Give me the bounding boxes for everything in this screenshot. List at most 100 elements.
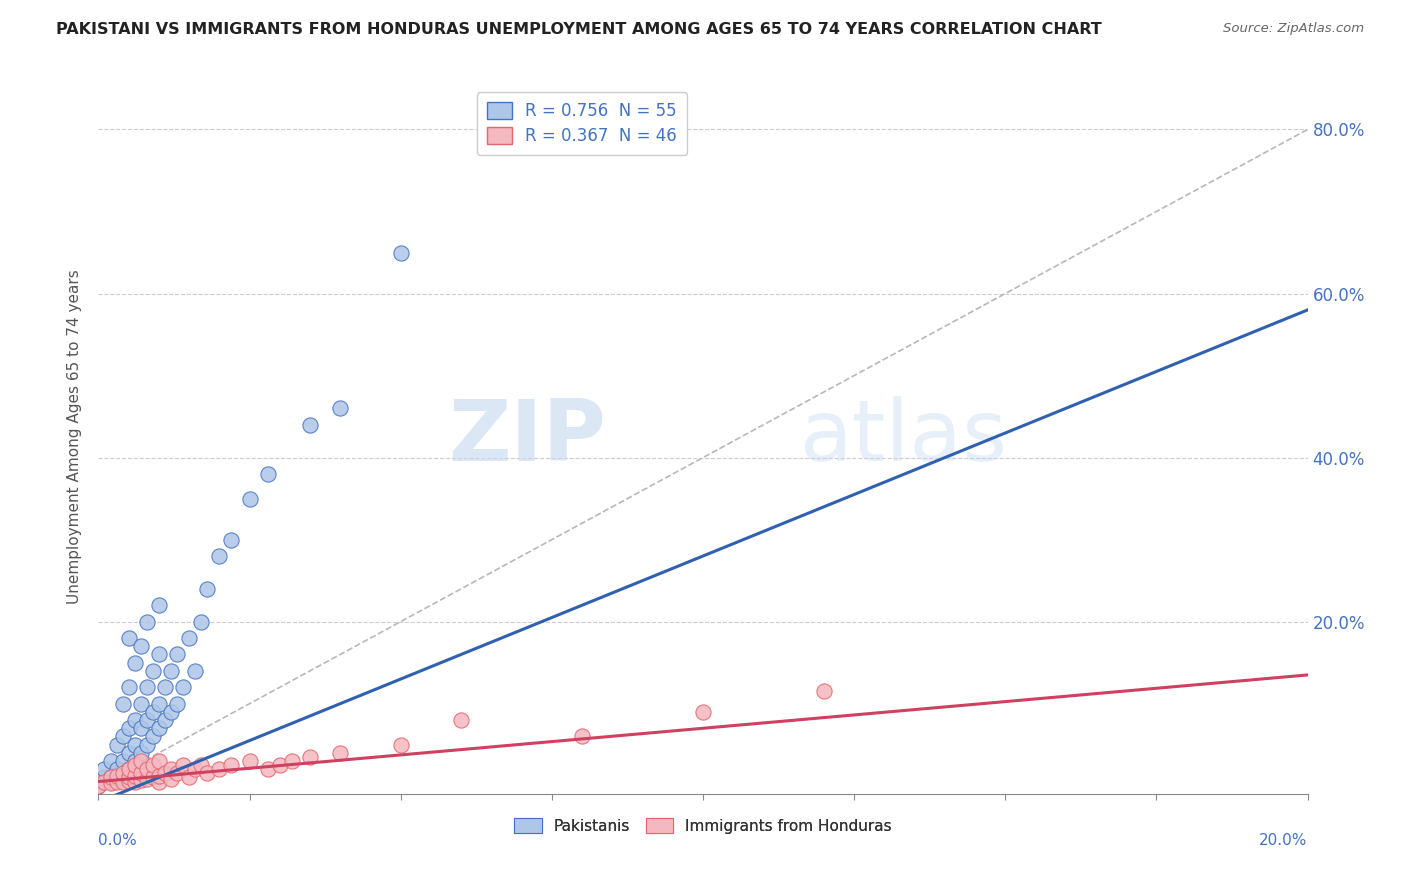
Point [111,697,134,711]
Point [195,766,218,780]
Point [100,754,122,768]
Point [450,713,472,727]
Point [148,648,170,662]
Point [142,771,165,785]
Text: ZIP: ZIP [449,395,606,479]
Text: 20.0%: 20.0% [1260,833,1308,848]
Point [389,738,412,752]
Point [93,762,115,776]
Point [142,664,165,678]
Point [118,762,141,776]
Point [111,730,134,744]
Point [111,775,134,789]
Point [129,697,152,711]
Point [160,705,183,719]
Point [389,245,412,260]
Point [135,680,157,694]
Point [135,713,157,727]
Text: 0.0%: 0.0% [98,833,138,848]
Point [124,738,146,752]
Point [813,684,835,698]
Point [129,772,152,787]
Point [124,769,146,783]
Point [118,746,141,760]
Point [118,762,141,776]
Point [100,771,122,785]
Point [153,766,176,780]
Point [239,491,262,506]
Point [190,758,212,772]
Point [692,705,714,719]
Point [256,762,278,776]
Point [281,754,304,768]
Point [111,766,134,780]
Point [148,754,170,768]
Point [118,631,141,645]
Point [105,769,128,783]
Text: PAKISTANI VS IMMIGRANTS FROM HONDURAS UNEMPLOYMENT AMONG AGES 65 TO 74 YEARS COR: PAKISTANI VS IMMIGRANTS FROM HONDURAS UN… [56,22,1102,37]
Point [195,582,218,596]
Point [184,664,207,678]
Point [160,772,183,786]
Point [129,639,152,653]
Point [190,615,212,629]
Point [208,762,231,776]
Point [124,758,146,772]
Point [148,774,170,789]
Point [160,664,183,678]
Point [100,771,122,785]
Point [87,779,110,793]
Y-axis label: Unemployment Among Ages 65 to 74 years: Unemployment Among Ages 65 to 74 years [67,269,83,605]
Point [166,697,188,711]
Point [239,754,262,768]
Point [329,401,352,416]
Point [124,754,146,768]
Point [105,774,128,789]
Point [571,730,593,744]
Point [299,750,322,764]
Point [221,758,243,772]
Point [135,615,157,629]
Point [208,549,231,563]
Text: atlas: atlas [800,395,1008,479]
Point [148,697,170,711]
Point [221,533,243,547]
Point [172,758,194,772]
Point [129,766,152,780]
Point [172,680,194,694]
Text: Source: ZipAtlas.com: Source: ZipAtlas.com [1223,22,1364,36]
Point [256,467,278,481]
Point [142,730,165,744]
Point [142,705,165,719]
Legend: Pakistanis, Immigrants from Honduras: Pakistanis, Immigrants from Honduras [508,812,898,839]
Point [118,721,141,735]
Point [148,721,170,735]
Point [329,746,352,760]
Point [153,713,176,727]
Point [142,758,165,772]
Point [124,656,146,670]
Point [179,631,201,645]
Point [135,738,157,752]
Point [269,758,291,772]
Point [100,774,122,789]
Point [184,762,207,776]
Point [111,754,134,768]
Point [105,738,128,752]
Point [160,762,183,776]
Point [93,771,115,785]
Point [87,779,110,793]
Point [100,776,122,790]
Point [153,680,176,694]
Point [118,680,141,694]
Point [93,774,115,789]
Point [111,771,134,785]
Point [118,773,141,788]
Point [148,599,170,613]
Point [166,766,188,780]
Point [129,721,152,735]
Point [129,754,152,768]
Point [166,648,188,662]
Point [179,771,201,785]
Point [129,746,152,760]
